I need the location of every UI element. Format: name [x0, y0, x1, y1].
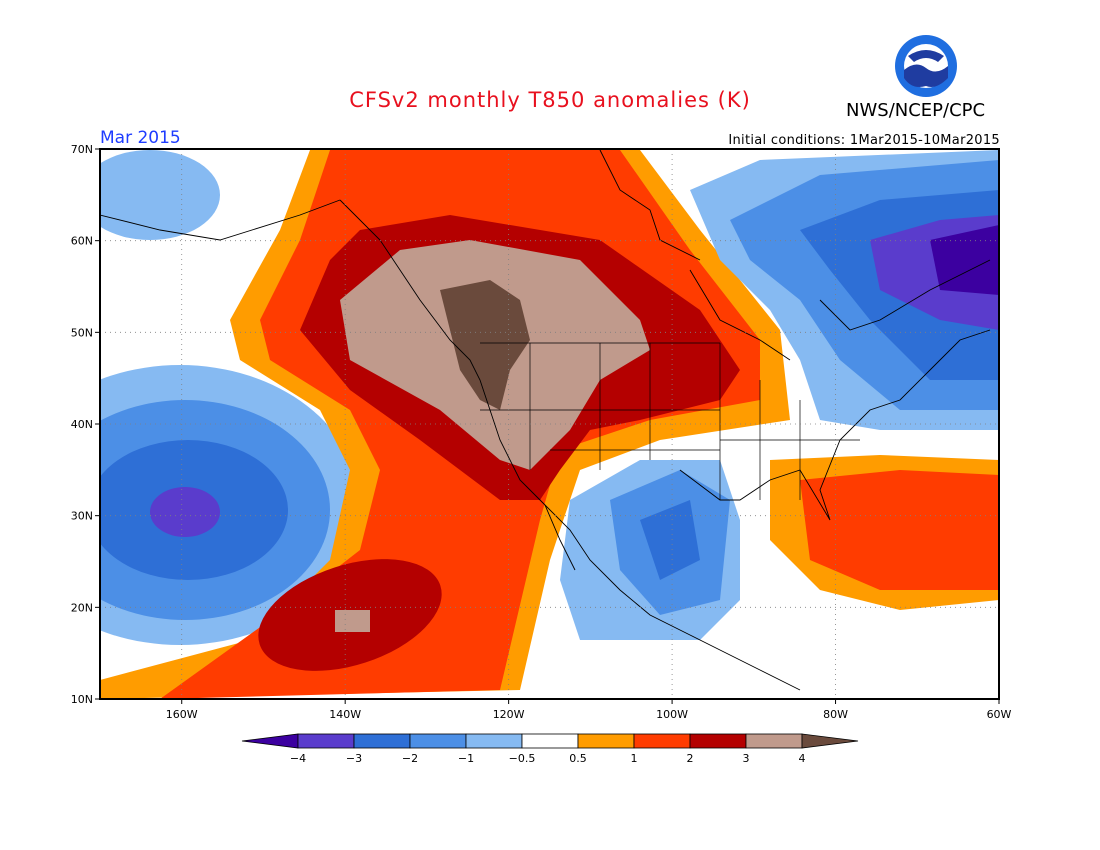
agency-label: NWS/NCEP/CPC: [846, 100, 986, 121]
lat-label: 70N: [71, 143, 93, 156]
colorbar-label: 2: [687, 752, 694, 765]
lat-label: 30N: [71, 510, 93, 523]
lon-label: 60W: [987, 708, 1012, 721]
colorbar-label: −4: [290, 752, 306, 765]
political-borders: [480, 342, 860, 500]
colorbar-min-arrow: [241, 733, 299, 749]
lon-label: 120W: [493, 708, 525, 721]
colorbar-swatch: [745, 733, 803, 749]
colorbar-max-arrow: [801, 733, 859, 749]
lat-label: 20N: [71, 601, 93, 614]
anomaly-shading: [100, 150, 999, 699]
colorbar-swatch: [297, 733, 355, 749]
colorbar-swatch: [353, 733, 411, 749]
colorbar-swatch: [465, 733, 523, 749]
colorbar-label: 3: [743, 752, 750, 765]
colorbar-label: 1: [631, 752, 638, 765]
colorbar-label: −3: [346, 752, 362, 765]
coastlines: [100, 149, 991, 691]
colorbar: [241, 733, 859, 749]
colorbar-swatch: [409, 733, 467, 749]
colorbar-swatch: [689, 733, 747, 749]
colorbar-swatch: [577, 733, 635, 749]
colorbar-swatch: [633, 733, 691, 749]
initial-conditions-label: Initial conditions: 1Mar2015-10Mar2015: [728, 133, 1000, 148]
lon-label: 100W: [656, 708, 688, 721]
lon-label: 160W: [166, 708, 198, 721]
colorbar-label: 4: [799, 752, 806, 765]
colorbar-label: 0.5: [569, 752, 587, 765]
map-title: CFSv2 monthly T850 anomalies (K): [349, 88, 751, 112]
month-label: Mar 2015: [100, 128, 181, 148]
colorbar-swatch: [521, 733, 579, 749]
lat-label: 40N: [71, 418, 93, 431]
lon-label: 80W: [823, 708, 848, 721]
noaa-logo-icon: [895, 35, 957, 97]
lat-label: 10N: [71, 693, 93, 706]
lat-label: 60N: [71, 235, 93, 248]
colorbar-label: −2: [402, 752, 418, 765]
graticule: [100, 149, 999, 699]
lat-label: 50N: [71, 326, 93, 339]
lon-label: 140W: [329, 708, 361, 721]
colorbar-label: −1: [458, 752, 474, 765]
colorbar-label: −0.5: [509, 752, 536, 765]
